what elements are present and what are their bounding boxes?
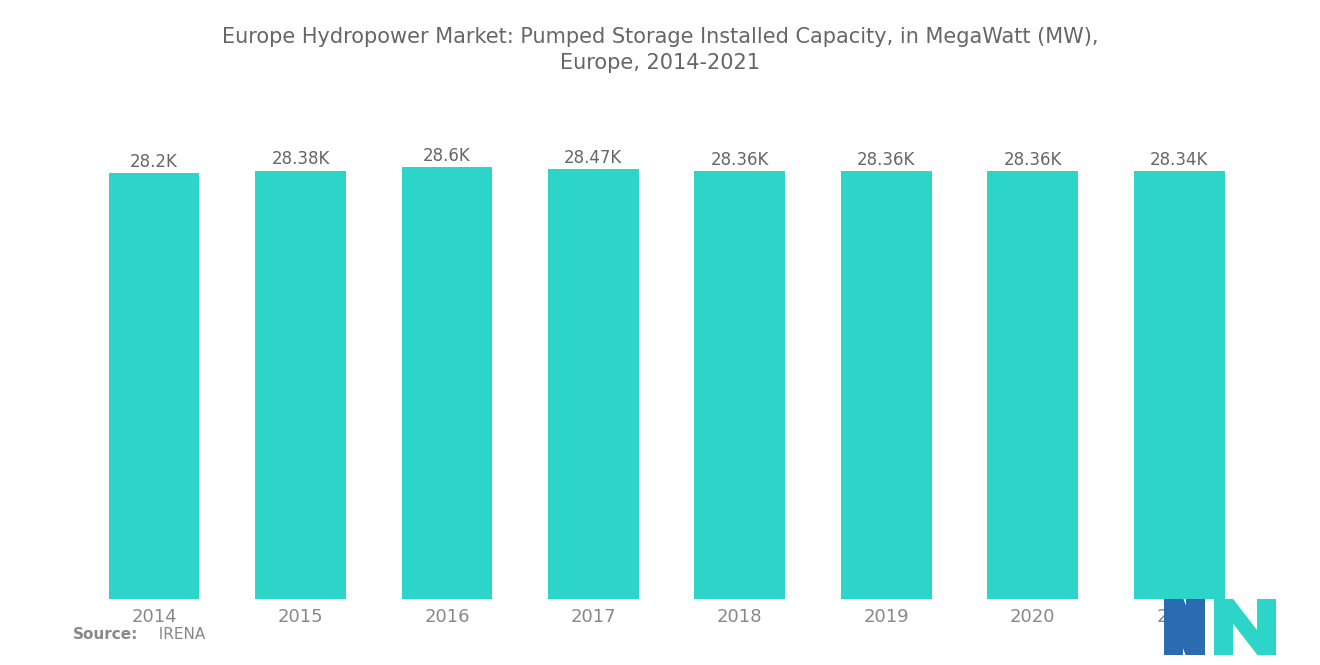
Text: 28.47K: 28.47K [564, 149, 623, 167]
Polygon shape [1213, 598, 1233, 655]
Bar [108, 174, 199, 598]
Text: Europe Hydropower Market: Pumped Storage Installed Capacity, in MegaWatt (MW),
E: Europe Hydropower Market: Pumped Storage… [222, 27, 1098, 73]
Text: IRENA: IRENA [149, 626, 206, 642]
Bar [841, 171, 932, 598]
Text: 28.6K: 28.6K [422, 147, 471, 165]
Text: 28.2K: 28.2K [131, 153, 178, 171]
Bar [548, 170, 639, 598]
Bar [1134, 172, 1225, 598]
Text: 28.36K: 28.36K [1003, 151, 1061, 169]
Bar [694, 171, 785, 598]
Polygon shape [1164, 598, 1183, 655]
Text: 28.38K: 28.38K [272, 150, 330, 168]
Text: 28.34K: 28.34K [1150, 151, 1208, 169]
Bar [401, 168, 492, 598]
Polygon shape [1185, 598, 1205, 655]
Text: 28.36K: 28.36K [710, 151, 770, 169]
Text: 28.36K: 28.36K [857, 151, 916, 169]
Polygon shape [1258, 598, 1276, 655]
Text: Source:: Source: [73, 626, 139, 642]
Bar [255, 171, 346, 598]
Polygon shape [1213, 598, 1276, 655]
Bar [987, 171, 1078, 598]
Polygon shape [1164, 598, 1205, 655]
